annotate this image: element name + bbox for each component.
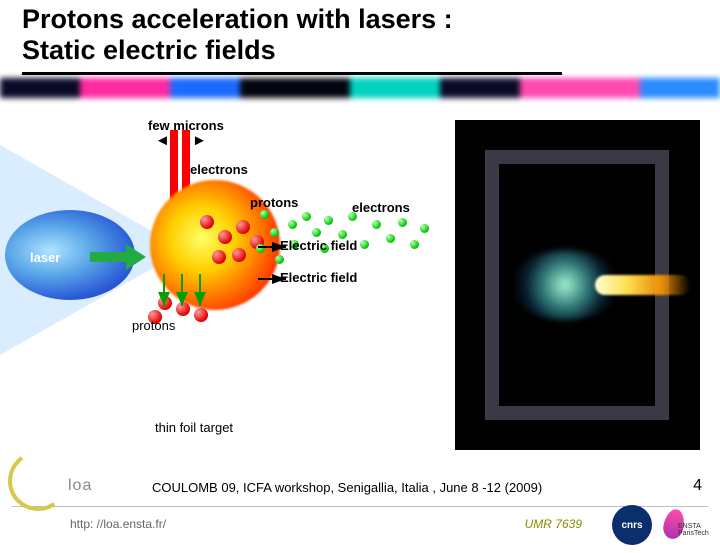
banner-segment [520, 78, 640, 98]
electron-dot [302, 212, 311, 221]
proton-arrow-icon [176, 292, 188, 306]
title-line1: Protons acceleration with lasers : [22, 4, 453, 34]
electron-dot [420, 224, 429, 233]
plasma-jet [595, 275, 690, 295]
loa-logo: loa [8, 457, 128, 501]
banner-segment [0, 78, 80, 98]
banner-segment [440, 78, 520, 98]
electron-dot [324, 216, 333, 225]
cnrs-logo: cnrs [612, 505, 652, 545]
electron-dot [288, 220, 297, 229]
proton-dot [212, 250, 226, 264]
proton-arrow-icon [194, 292, 206, 306]
electron-dot [270, 228, 279, 237]
banner-segment [350, 78, 440, 98]
title-line2: Static electric fields [22, 35, 276, 65]
electron-dot [360, 240, 369, 249]
tnsa-diagram: few microns ◄ ► laser electrons protons … [0, 120, 445, 450]
few-microns-arrow-right: ► [192, 132, 207, 149]
banner-stripe [0, 78, 720, 98]
electron-dot [372, 220, 381, 229]
ensta-logo: ENSTA ParisTech [660, 507, 712, 543]
laser-arrow [90, 246, 145, 268]
few-microns-arrow-left: ◄ [155, 132, 170, 149]
target-holder-left [485, 150, 499, 420]
electron-dot [275, 255, 284, 264]
banner-segment [80, 78, 170, 98]
label-electrons-right: electrons [352, 200, 410, 215]
label-protons-bottom: protons [132, 318, 175, 333]
proton-arrow-icon [158, 292, 170, 306]
proton-dot [232, 248, 246, 262]
label-efield-2: Electric field [280, 270, 357, 285]
experiment-photo [455, 120, 700, 450]
proton-dot [200, 215, 214, 229]
proton-dot [236, 220, 250, 234]
label-protons-top: protons [250, 195, 298, 210]
electron-dot [260, 210, 269, 219]
footer-umr: UMR 7639 [525, 517, 582, 531]
electron-dot [312, 228, 321, 237]
electron-dot [386, 234, 395, 243]
target-holder-bottom [485, 406, 669, 420]
slide-title: Protons acceleration with lasers : Stati… [22, 4, 453, 66]
proton-dot [194, 308, 208, 322]
ensta-text: ENSTA ParisTech [678, 523, 712, 537]
electron-dot [398, 218, 407, 227]
label-efield-1: Electric field [280, 238, 357, 253]
footer-divider [12, 506, 708, 507]
title-underline [22, 72, 562, 75]
label-thin-foil: thin foil target [155, 420, 233, 435]
banner-segment [170, 78, 240, 98]
slide: Protons acceleration with lasers : Stati… [0, 0, 720, 553]
banner-segment [240, 78, 350, 98]
cnrs-text: cnrs [621, 520, 642, 531]
conference-text: COULOMB 09, ICFA workshop, Senigallia, I… [152, 480, 542, 495]
banner-segment [640, 78, 720, 98]
footer-url: http: //loa.ensta.fr/ [70, 517, 166, 531]
target-holder-top [485, 150, 669, 164]
page-number: 4 [693, 477, 702, 495]
loa-text: loa [68, 477, 92, 495]
proton-dot [218, 230, 232, 244]
electron-dot [410, 240, 419, 249]
label-laser: laser [30, 250, 60, 265]
label-electrons-top: electrons [190, 162, 248, 177]
